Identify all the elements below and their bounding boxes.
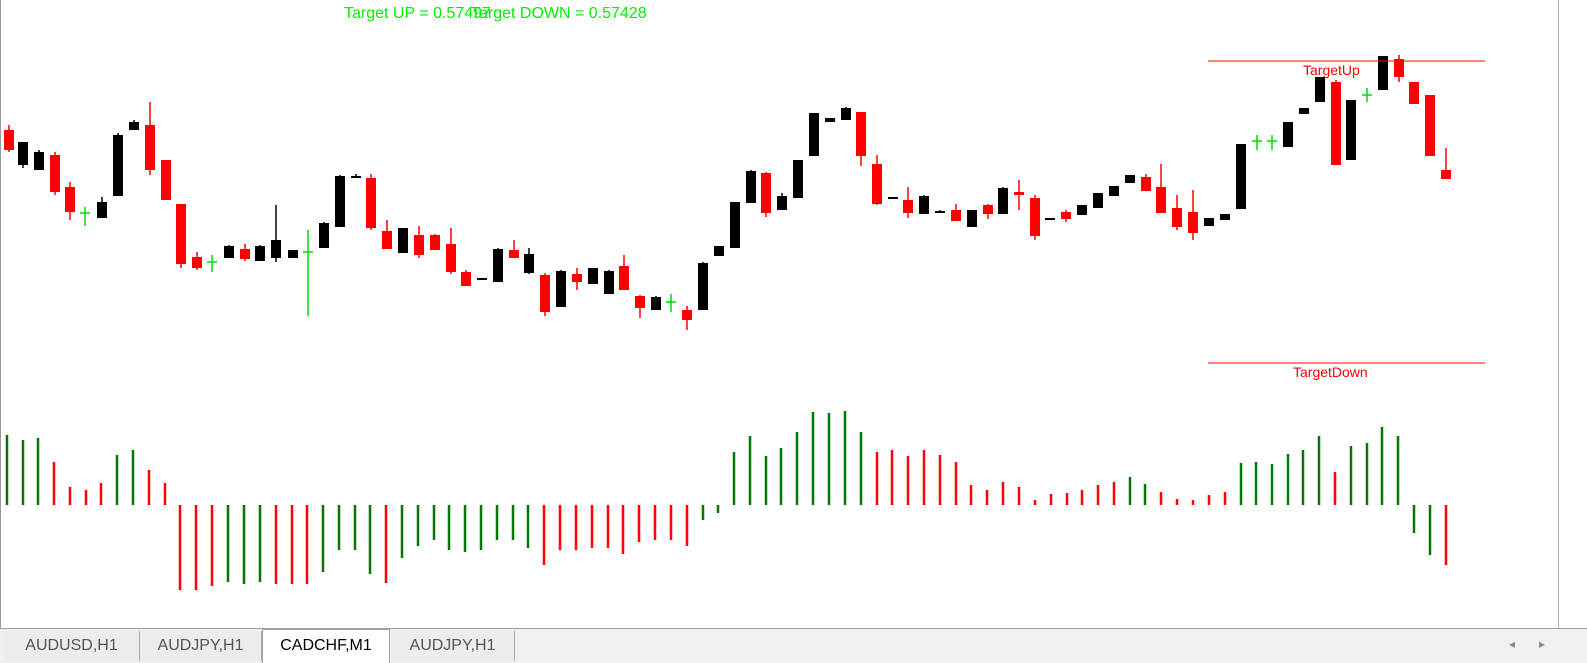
candle-body	[161, 160, 171, 200]
candle-body	[1141, 177, 1151, 191]
candle-body	[50, 155, 60, 192]
candle-body	[192, 257, 202, 268]
candle-body	[524, 254, 534, 273]
candle-body	[446, 244, 456, 272]
candle-body	[351, 176, 361, 178]
candle-body	[1441, 170, 1451, 179]
candle-body	[572, 274, 582, 282]
candle-body	[240, 249, 250, 259]
tab-audusd-h1[interactable]: AUDUSD,H1	[4, 631, 140, 661]
candle-body	[113, 135, 123, 196]
candle-body	[1331, 82, 1341, 165]
candle-body	[888, 197, 898, 199]
candle-body	[619, 266, 629, 290]
candle-body	[366, 178, 376, 228]
candle-body	[509, 250, 519, 258]
candle-body	[1425, 95, 1435, 156]
chart-tab-bar: AUDUSD,H1 AUDJPY,H1 CADCHF,M1 AUDJPY,H1 …	[0, 628, 1587, 663]
candle-body	[556, 271, 566, 307]
scroll-left-icon[interactable]: ◂	[1508, 637, 1516, 651]
candle-body	[1030, 198, 1040, 236]
candle-body	[1188, 212, 1198, 233]
candle-body	[856, 112, 866, 156]
tab-audjpy-h1-2[interactable]: AUDJPY,H1	[391, 631, 515, 661]
candle-body	[18, 142, 28, 165]
target-up-label: TargetUp	[1303, 62, 1360, 78]
candle-body	[97, 202, 107, 218]
candle-body	[1315, 77, 1325, 102]
candle-body	[382, 231, 392, 249]
candle-body	[271, 240, 281, 258]
candle-body	[477, 278, 487, 280]
candle-body	[761, 173, 771, 213]
candle-body	[1077, 205, 1087, 215]
candle-body	[430, 235, 440, 250]
candle-body	[34, 152, 44, 170]
candle-body	[698, 263, 708, 310]
candle-body	[398, 228, 408, 253]
candle-body	[1061, 212, 1071, 219]
target-up-readout: Target UP = 0.57497	[344, 5, 491, 22]
candle-body	[1204, 218, 1214, 226]
candle-body	[825, 118, 835, 122]
candle-body	[951, 210, 961, 221]
candle-body	[129, 122, 139, 130]
candle-body	[1346, 100, 1356, 160]
candle-body	[967, 210, 977, 227]
candle-body	[998, 188, 1008, 214]
candle-body	[1409, 82, 1419, 104]
candle-body	[1220, 214, 1230, 220]
candle-body	[1156, 187, 1166, 213]
candle-body	[335, 176, 345, 227]
candle-body	[793, 160, 803, 198]
candle-body	[872, 164, 882, 204]
candle-body	[145, 125, 155, 170]
tab-audjpy-h1[interactable]: AUDJPY,H1	[140, 631, 262, 661]
candle-body	[1109, 186, 1119, 196]
candle-body	[746, 171, 756, 203]
candle-body	[841, 108, 851, 120]
candle-body	[919, 196, 929, 214]
candle-body	[65, 187, 75, 212]
candle-body	[809, 113, 819, 156]
candle-body	[1125, 175, 1135, 183]
candle-body	[1283, 122, 1293, 147]
candle-body	[1045, 218, 1055, 220]
candle-body	[319, 223, 329, 248]
chart-right-border	[1558, 0, 1559, 628]
candle-body	[176, 204, 186, 264]
candle-body	[1172, 208, 1182, 227]
candle-body	[255, 246, 265, 261]
candle-body	[414, 235, 424, 255]
candle-body	[1378, 56, 1388, 90]
candle-body	[604, 271, 614, 294]
candle-body	[1014, 192, 1024, 195]
chart-window[interactable]: TargetUp TargetDown Target UP = 0.57497 T…	[0, 0, 1587, 628]
candle-body	[903, 200, 913, 213]
candle-body	[983, 205, 993, 214]
target-down-readout: Target DOWN = 0.57428	[471, 5, 647, 22]
price-chart[interactable]: TargetUp TargetDown	[1, 0, 1558, 628]
target-down-label: TargetDown	[1293, 364, 1368, 380]
candle-body	[1394, 59, 1404, 77]
tab-cadchf-m1[interactable]: CADCHF,M1	[262, 629, 390, 663]
candle-body	[651, 297, 661, 310]
candle-body	[4, 130, 14, 150]
candle-body	[730, 202, 740, 248]
candle-body	[682, 310, 692, 320]
candle-body	[1093, 193, 1103, 208]
candle-body	[493, 249, 503, 282]
candle-body	[288, 250, 298, 258]
candle-body	[777, 196, 787, 210]
candle-body	[540, 275, 550, 312]
scroll-right-icon[interactable]: ▸	[1538, 637, 1546, 651]
candle-body	[1236, 144, 1246, 209]
candle-body	[588, 268, 598, 284]
candle-body	[935, 211, 945, 213]
candle-body	[635, 296, 645, 308]
candle-body	[461, 272, 471, 286]
candle-body	[1299, 108, 1309, 114]
candle-body	[224, 246, 234, 258]
candle-body	[714, 246, 724, 256]
